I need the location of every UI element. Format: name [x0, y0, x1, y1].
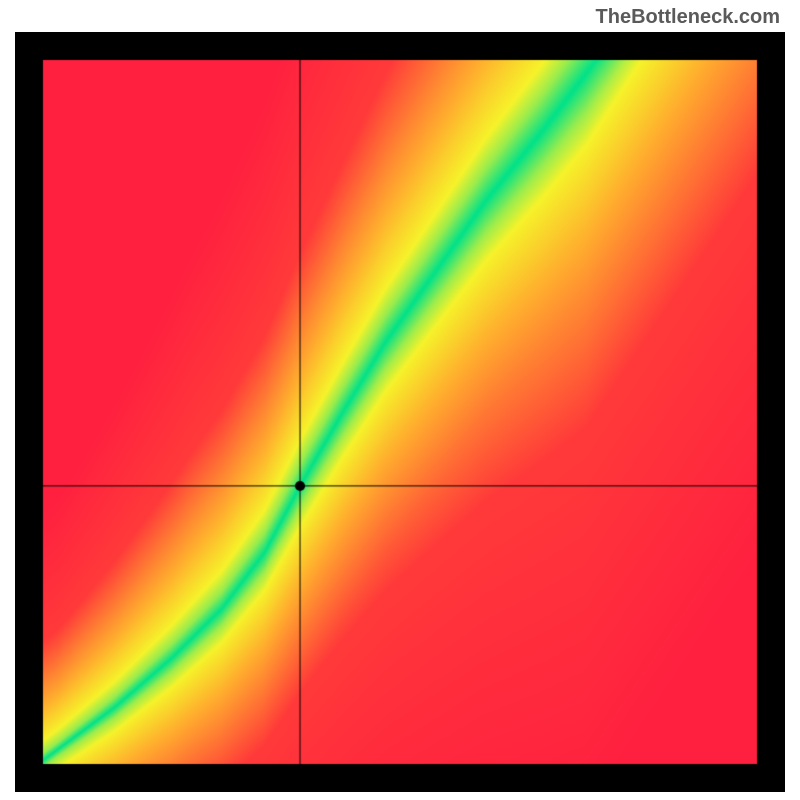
heatmap-canvas	[15, 32, 785, 792]
bottleneck-heatmap	[15, 32, 785, 792]
watermark-text: TheBottleneck.com	[596, 6, 780, 29]
